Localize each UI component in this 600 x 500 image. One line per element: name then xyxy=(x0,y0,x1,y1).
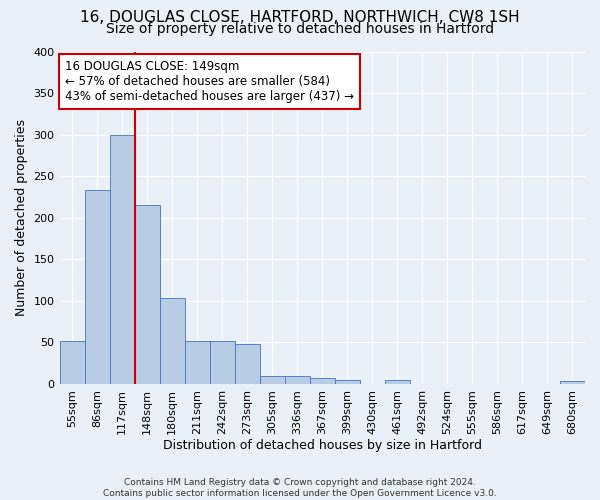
Bar xyxy=(85,190,110,384)
Bar xyxy=(209,340,235,384)
X-axis label: Distribution of detached houses by size in Hartford: Distribution of detached houses by size … xyxy=(163,440,482,452)
Text: 16, DOUGLAS CLOSE, HARTFORD, NORTHWICH, CW8 1SH: 16, DOUGLAS CLOSE, HARTFORD, NORTHWICH, … xyxy=(80,10,520,25)
Bar xyxy=(285,376,310,384)
Bar xyxy=(160,298,185,384)
Bar xyxy=(235,344,260,384)
Bar xyxy=(560,382,585,384)
Bar xyxy=(134,206,160,384)
Bar xyxy=(59,340,85,384)
Bar xyxy=(385,380,410,384)
Bar xyxy=(185,340,209,384)
Text: Contains HM Land Registry data © Crown copyright and database right 2024.
Contai: Contains HM Land Registry data © Crown c… xyxy=(103,478,497,498)
Y-axis label: Number of detached properties: Number of detached properties xyxy=(15,119,28,316)
Text: 16 DOUGLAS CLOSE: 149sqm
← 57% of detached houses are smaller (584)
43% of semi-: 16 DOUGLAS CLOSE: 149sqm ← 57% of detach… xyxy=(65,60,354,103)
Bar xyxy=(335,380,360,384)
Text: Size of property relative to detached houses in Hartford: Size of property relative to detached ho… xyxy=(106,22,494,36)
Bar xyxy=(110,134,134,384)
Bar xyxy=(310,378,335,384)
Bar xyxy=(260,376,285,384)
